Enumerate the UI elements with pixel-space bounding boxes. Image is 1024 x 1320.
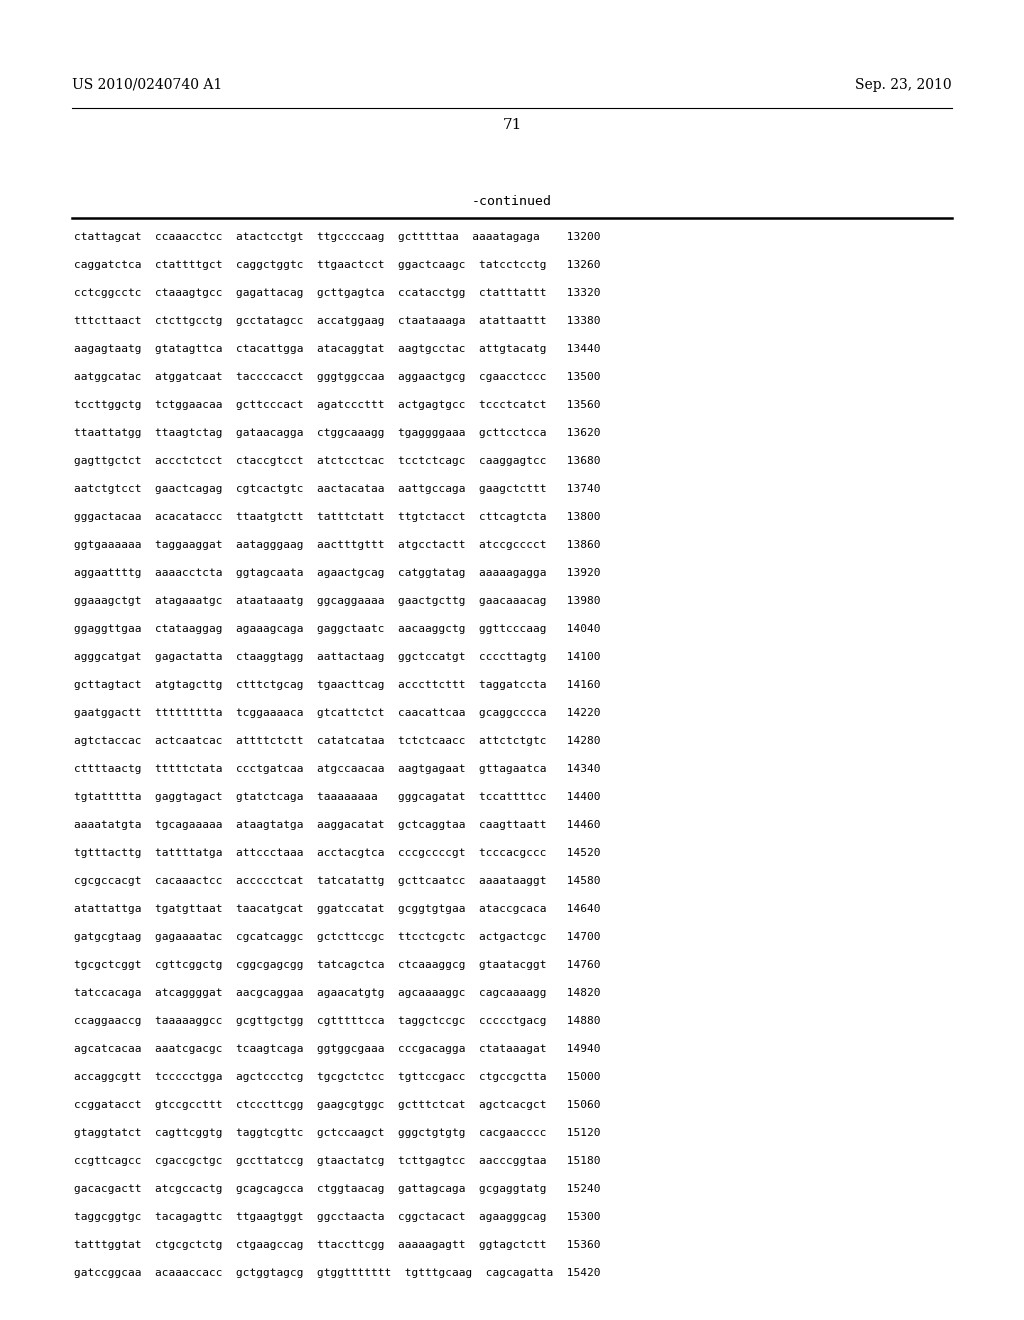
Text: cctcggcctc  ctaaagtgcc  gagattacag  gcttgagtca  ccatacctgg  ctatttattt   13320: cctcggcctc ctaaagtgcc gagattacag gcttgag… — [74, 288, 600, 298]
Text: tccttggctg  tctggaacaa  gcttcccact  agatcccttt  actgagtgcc  tccctcatct   13560: tccttggctg tctggaacaa gcttcccact agatccc… — [74, 400, 600, 411]
Text: gcttagtact  atgtagcttg  ctttctgcag  tgaacttcag  acccttcttt  taggatccta   14160: gcttagtact atgtagcttg ctttctgcag tgaactt… — [74, 680, 600, 690]
Text: gagttgctct  accctctcct  ctaccgtcct  atctcctcac  tcctctcagc  caaggagtcc   13680: gagttgctct accctctcct ctaccgtcct atctcct… — [74, 455, 600, 466]
Text: US 2010/0240740 A1: US 2010/0240740 A1 — [72, 78, 222, 92]
Text: accaggcgtt  tccccctgga  agctccctcg  tgcgctctcc  tgttccgacc  ctgccgctta   15000: accaggcgtt tccccctgga agctccctcg tgcgctc… — [74, 1072, 600, 1082]
Text: -continued: -continued — [472, 195, 552, 209]
Text: ggaggttgaa  ctataaggag  agaaagcaga  gaggctaatc  aacaaggctg  ggttcccaag   14040: ggaggttgaa ctataaggag agaaagcaga gaggcta… — [74, 624, 600, 634]
Text: caggatctca  ctattttgct  caggctggtc  ttgaactcct  ggactcaagc  tatcctcctg   13260: caggatctca ctattttgct caggctggtc ttgaact… — [74, 260, 600, 271]
Text: gacacgactt  atcgccactg  gcagcagcca  ctggtaacag  gattagcaga  gcgaggtatg   15240: gacacgactt atcgccactg gcagcagcca ctggtaa… — [74, 1184, 600, 1195]
Text: gatccggcaa  acaaaccacc  gctggtagcg  gtggttttttt  tgtttgcaag  cagcagatta  15420: gatccggcaa acaaaccacc gctggtagcg gtggttt… — [74, 1269, 600, 1278]
Text: ggaaagctgt  atagaaatgc  ataataaatg  ggcaggaaaa  gaactgcttg  gaacaaacag   13980: ggaaagctgt atagaaatgc ataataaatg ggcagga… — [74, 597, 600, 606]
Text: gtaggtatct  cagttcggtg  taggtcgttc  gctccaagct  gggctgtgtg  cacgaacccc   15120: gtaggtatct cagttcggtg taggtcgttc gctccaa… — [74, 1129, 600, 1138]
Text: tgtattttta  gaggtagact  gtatctcaga  taaaaaaaa   gggcagatat  tccattttcc   14400: tgtattttta gaggtagact gtatctcaga taaaaaa… — [74, 792, 600, 803]
Text: tatccacaga  atcaggggat  aacgcaggaa  agaacatgtg  agcaaaaggc  cagcaaaagg   14820: tatccacaga atcaggggat aacgcaggaa agaacat… — [74, 987, 600, 998]
Text: tttcttaact  ctcttgcctg  gcctatagcc  accatggaag  ctaataaaga  atattaattt   13380: tttcttaact ctcttgcctg gcctatagcc accatgg… — [74, 315, 600, 326]
Text: ccgttcagcc  cgaccgctgc  gccttatccg  gtaactatcg  tcttgagtcc  aacccggtaa   15180: ccgttcagcc cgaccgctgc gccttatccg gtaacta… — [74, 1156, 600, 1166]
Text: agcatcacaa  aaatcgacgc  tcaagtcaga  ggtggcgaaa  cccgacagga  ctataaagat   14940: agcatcacaa aaatcgacgc tcaagtcaga ggtggcg… — [74, 1044, 600, 1053]
Text: Sep. 23, 2010: Sep. 23, 2010 — [855, 78, 952, 92]
Text: ctattagcat  ccaaacctcc  atactcctgt  ttgccccaag  gctttttaa  aaaatagaga    13200: ctattagcat ccaaacctcc atactcctgt ttgcccc… — [74, 232, 600, 242]
Text: aggaattttg  aaaacctcta  ggtagcaata  agaactgcag  catggtatag  aaaaagagga   13920: aggaattttg aaaacctcta ggtagcaata agaactg… — [74, 568, 600, 578]
Text: gatgcgtaag  gagaaaatac  cgcatcaggc  gctcttccgc  ttcctcgctc  actgactcgc   14700: gatgcgtaag gagaaaatac cgcatcaggc gctcttc… — [74, 932, 600, 942]
Text: 71: 71 — [503, 117, 521, 132]
Text: ccggatacct  gtccgccttt  ctcccttcgg  gaagcgtggc  gctttctcat  agctcacgct   15060: ccggatacct gtccgccttt ctcccttcgg gaagcgt… — [74, 1100, 600, 1110]
Text: agggcatgat  gagactatta  ctaaggtagg  aattactaag  ggctccatgt  ccccttagtg   14100: agggcatgat gagactatta ctaaggtagg aattact… — [74, 652, 600, 663]
Text: atattattga  tgatgttaat  taacatgcat  ggatccatat  gcggtgtgaa  ataccgcaca   14640: atattattga tgatgttaat taacatgcat ggatcca… — [74, 904, 600, 913]
Text: aagagtaatg  gtatagttca  ctacattgga  atacaggtat  aagtgcctac  attgtacatg   13440: aagagtaatg gtatagttca ctacattgga atacagg… — [74, 345, 600, 354]
Text: taggcggtgc  tacagagttc  ttgaagtggt  ggcctaacta  cggctacact  agaagggcag   15300: taggcggtgc tacagagttc ttgaagtggt ggcctaa… — [74, 1212, 600, 1222]
Text: ttaattatgg  ttaagtctag  gataacagga  ctggcaaagg  tgaggggaaa  gcttcctcca   13620: ttaattatgg ttaagtctag gataacagga ctggcaa… — [74, 428, 600, 438]
Text: tgcgctcggt  cgttcggctg  cggcgagcgg  tatcagctca  ctcaaaggcg  gtaatacggt   14760: tgcgctcggt cgttcggctg cggcgagcgg tatcagc… — [74, 960, 600, 970]
Text: tatttggtat  ctgcgctctg  ctgaagccag  ttaccttcgg  aaaaagagtt  ggtagctctt   15360: tatttggtat ctgcgctctg ctgaagccag ttacctt… — [74, 1239, 600, 1250]
Text: agtctaccac  actcaatcac  attttctctt  catatcataa  tctctcaacc  attctctgtc   14280: agtctaccac actcaatcac attttctctt catatca… — [74, 737, 600, 746]
Text: gaatggactt  ttttttttta  tcggaaaaca  gtcattctct  caacattcaa  gcaggcccca   14220: gaatggactt ttttttttta tcggaaaaca gtcattc… — [74, 708, 600, 718]
Text: ggtgaaaaaa  taggaaggat  aatagggaag  aactttgttt  atgcctactt  atccgcccct   13860: ggtgaaaaaa taggaaggat aatagggaag aactttg… — [74, 540, 600, 550]
Text: ccaggaaccg  taaaaaggcc  gcgttgctgg  cgtttttcca  taggctccgc  ccccctgacg   14880: ccaggaaccg taaaaaggcc gcgttgctgg cgttttt… — [74, 1016, 600, 1026]
Text: gggactacaa  acacataccc  ttaatgtctt  tatttctatt  ttgtctacct  cttcagtcta   13800: gggactacaa acacataccc ttaatgtctt tatttct… — [74, 512, 600, 521]
Text: tgtttacttg  tattttatga  attccctaaa  acctacgtca  cccgccccgt  tcccacgccc   14520: tgtttacttg tattttatga attccctaaa acctacg… — [74, 847, 600, 858]
Text: cgcgccacgt  cacaaactcc  accccctcat  tatcatattg  gcttcaatcc  aaaataaggt   14580: cgcgccacgt cacaaactcc accccctcat tatcata… — [74, 876, 600, 886]
Text: aatggcatac  atggatcaat  taccccacct  gggtggccaa  aggaactgcg  cgaacctccc   13500: aatggcatac atggatcaat taccccacct gggtggc… — [74, 372, 600, 381]
Text: cttttaactg  tttttctata  ccctgatcaa  atgccaacaa  aagtgagaat  gttagaatca   14340: cttttaactg tttttctata ccctgatcaa atgccaa… — [74, 764, 600, 774]
Text: aatctgtcct  gaactcagag  cgtcactgtc  aactacataa  aattgccaga  gaagctcttt   13740: aatctgtcct gaactcagag cgtcactgtc aactaca… — [74, 484, 600, 494]
Text: aaaatatgta  tgcagaaaaa  ataagtatga  aaggacatat  gctcaggtaa  caagttaatt   14460: aaaatatgta tgcagaaaaa ataagtatga aaggaca… — [74, 820, 600, 830]
